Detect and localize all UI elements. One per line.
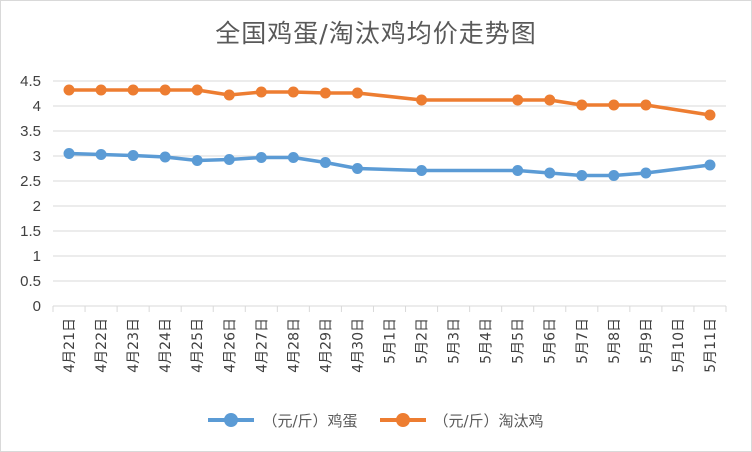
data-point xyxy=(608,170,620,181)
data-point xyxy=(223,89,235,101)
x-tick-label: 5月6日 xyxy=(543,318,559,364)
legend-swatch-egg xyxy=(208,413,255,427)
x-tick-label: 5月11日 xyxy=(703,318,719,373)
data-point xyxy=(159,151,171,163)
x-tick-label: 4月24日 xyxy=(158,318,174,373)
x-tick-label: 5月1日 xyxy=(383,318,399,364)
legend-item-hen: （元/斤）淘汰鸡 xyxy=(379,410,544,431)
x-tick-label: 4月27日 xyxy=(254,318,270,373)
x-tick-label: 5月3日 xyxy=(447,318,463,364)
x-tick-label: 5月5日 xyxy=(511,318,527,364)
gridlines xyxy=(53,80,726,307)
x-tick-label: 4月28日 xyxy=(286,318,302,373)
data-point xyxy=(351,87,363,99)
x-tick-label: 4月29日 xyxy=(318,318,334,373)
data-point xyxy=(544,94,556,106)
data-point xyxy=(416,165,428,176)
data-point xyxy=(255,86,267,98)
x-tick-label: 5月9日 xyxy=(639,318,655,364)
data-point xyxy=(127,150,139,161)
data-point xyxy=(255,152,267,163)
data-point xyxy=(95,84,107,96)
data-point xyxy=(191,84,203,96)
x-tick-label: 5月4日 xyxy=(479,318,495,364)
x-tick-label: 4月30日 xyxy=(350,318,366,373)
x-tick-label: 4月25日 xyxy=(190,318,206,373)
x-tick-label: 4月26日 xyxy=(222,318,238,373)
y-tick-label: 1.5 xyxy=(20,223,41,240)
x-axis: 4月21日 4月22日 4月23日 4月24日 4月25日 4月26日 4月27日 4月28日… xyxy=(52,306,727,373)
x-tick-label: 5月8日 xyxy=(607,318,623,364)
data-point xyxy=(63,84,75,96)
x-tick-label: 4月23日 xyxy=(126,318,142,373)
x-tick-label: 5月7日 xyxy=(575,318,591,364)
data-point xyxy=(287,152,299,163)
data-point xyxy=(319,87,331,99)
y-tick-label: 0.5 xyxy=(20,273,41,290)
data-point xyxy=(512,165,524,176)
data-point xyxy=(191,155,203,166)
data-point xyxy=(576,99,588,111)
data-point xyxy=(351,163,363,174)
data-point xyxy=(704,109,716,121)
y-tick-label: 2 xyxy=(33,198,41,215)
data-point xyxy=(704,159,716,171)
series-layer xyxy=(63,84,716,181)
legend-item-egg: （元/斤）鸡蛋 xyxy=(208,410,358,431)
y-tick-label: 1 xyxy=(33,248,41,265)
data-point xyxy=(576,170,588,181)
data-point xyxy=(159,84,171,96)
y-tick-label: 0 xyxy=(33,298,41,315)
y-tick-label: 3.5 xyxy=(20,123,41,140)
x-tick-label: 4月21日 xyxy=(62,318,78,373)
data-point xyxy=(319,157,331,168)
x-tick-label: 5月2日 xyxy=(415,318,431,364)
data-point xyxy=(63,148,75,159)
legend-label-hen: （元/斤）淘汰鸡 xyxy=(433,411,544,430)
data-point xyxy=(127,84,139,96)
y-axis: 0 0.5 1 1.5 2 2.5 3 3.5 4 4.5 xyxy=(20,73,41,315)
data-point xyxy=(95,149,107,160)
data-point xyxy=(416,94,428,106)
y-tick-label: 4 xyxy=(33,98,41,115)
x-tick-label: 5月10日 xyxy=(671,318,687,373)
data-point xyxy=(640,167,652,179)
data-point xyxy=(640,99,652,111)
data-point xyxy=(608,99,620,111)
x-tick-label: 4月22日 xyxy=(94,318,110,373)
data-point xyxy=(223,154,235,165)
y-tick-label: 2.5 xyxy=(20,173,41,190)
data-point xyxy=(287,86,299,98)
y-tick-label: 4.5 xyxy=(20,73,41,90)
y-tick-label: 3 xyxy=(33,148,41,165)
chart-title: 全国鸡蛋/淘汰鸡均价走势图 xyxy=(215,19,537,48)
legend-label-egg: （元/斤）鸡蛋 xyxy=(262,411,358,430)
legend-swatch-hen xyxy=(379,413,426,427)
legend: （元/斤）鸡蛋 （元/斤）淘汰鸡 xyxy=(0,408,752,432)
data-point xyxy=(544,167,556,179)
data-point xyxy=(512,94,524,106)
